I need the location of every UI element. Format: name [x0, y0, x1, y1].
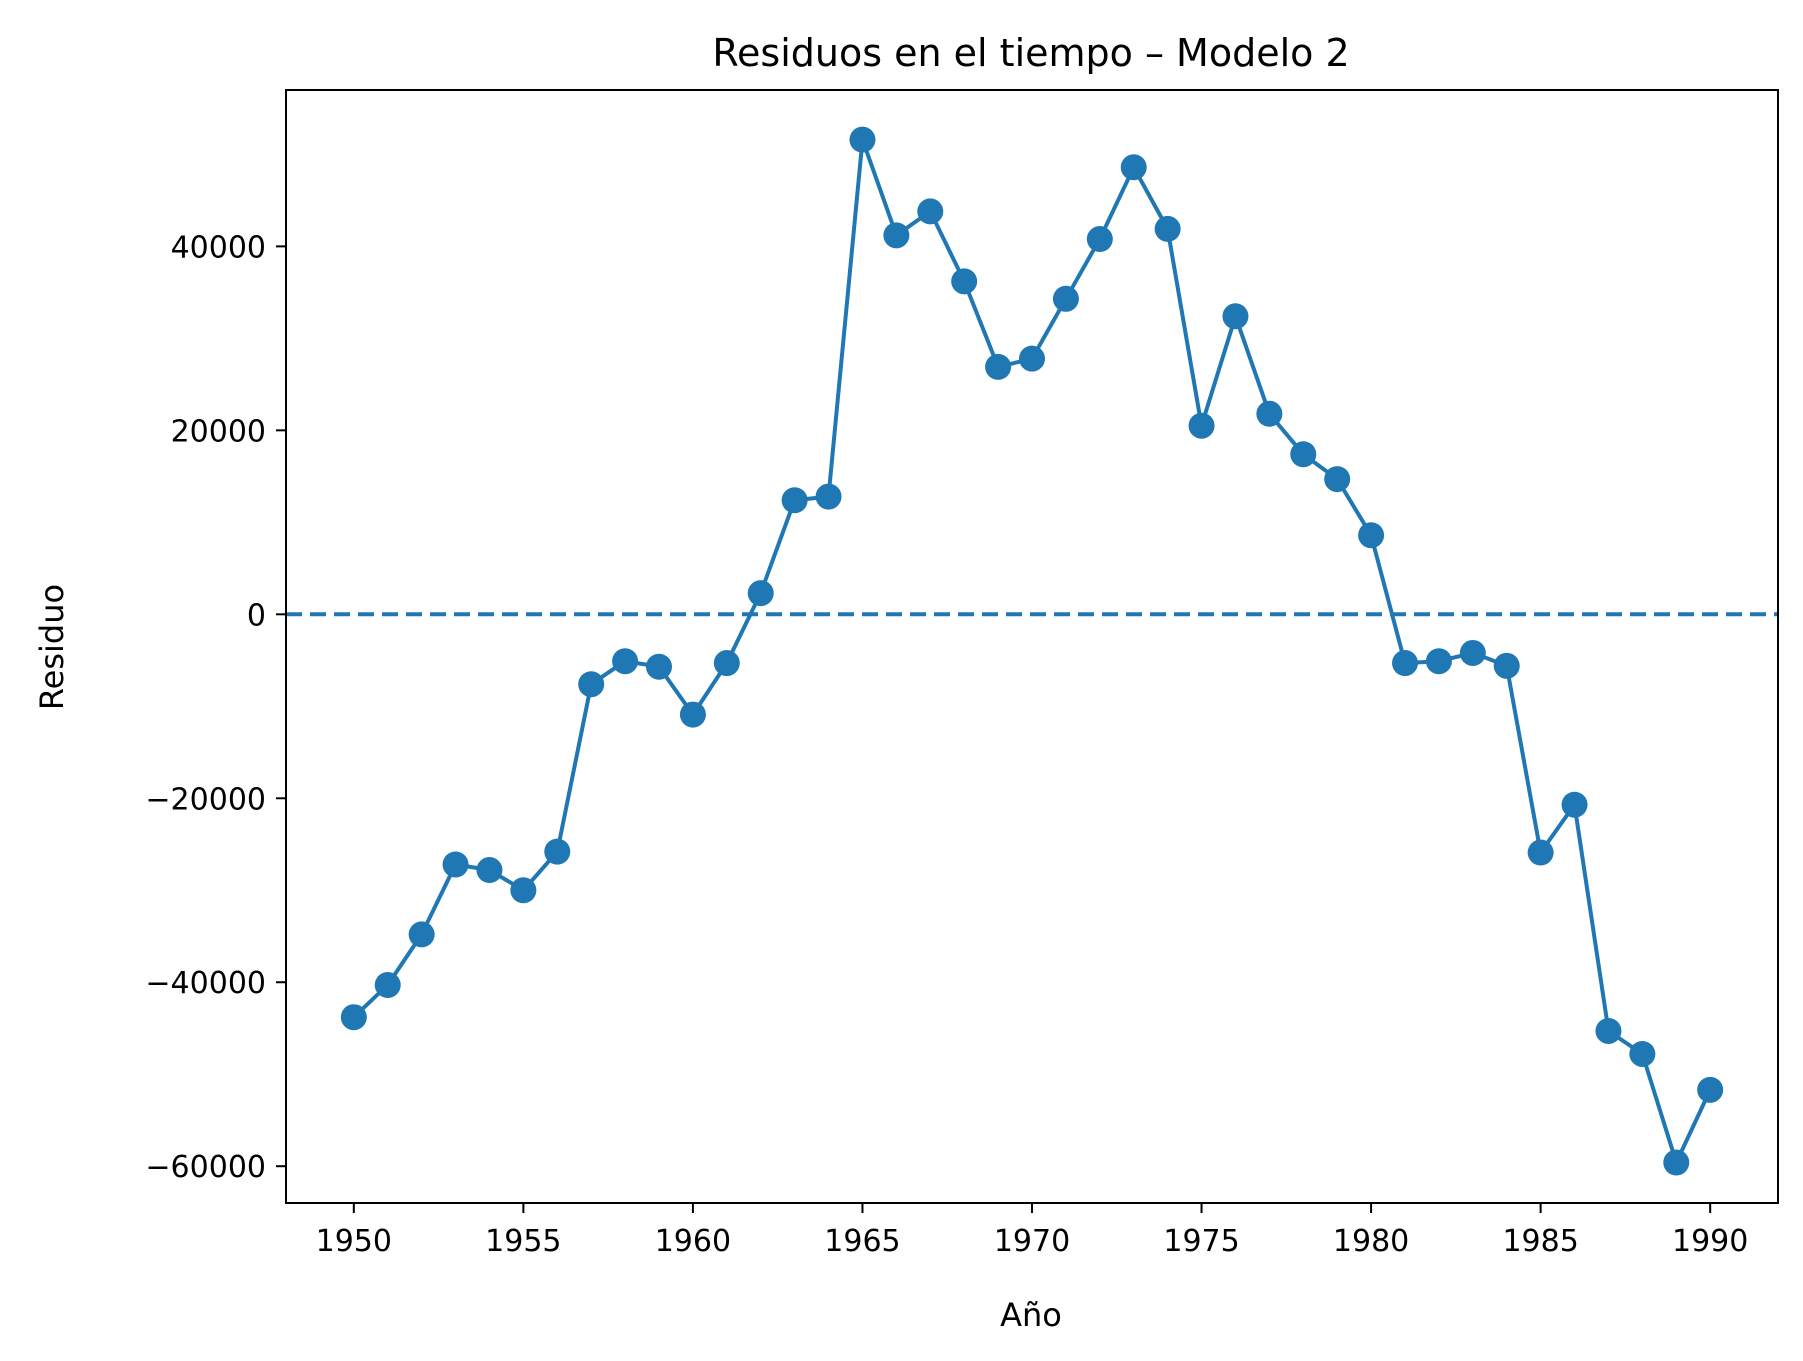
x-tick-label: 1955	[485, 1224, 561, 1259]
data-point	[747, 580, 774, 607]
data-point	[578, 671, 605, 698]
data-point	[442, 851, 469, 878]
data-point	[679, 701, 706, 728]
data-point	[646, 653, 672, 680]
data-point	[713, 650, 740, 677]
y-tick-label: 0	[247, 598, 266, 633]
y-tick-label: 20000	[171, 414, 266, 449]
data-point	[1663, 1149, 1690, 1176]
y-tick-label: −60000	[145, 1150, 266, 1185]
y-axis: −60000 −40000 −20000 0 20000 40000	[145, 230, 286, 1185]
data-point	[1154, 215, 1181, 242]
data-point	[917, 198, 944, 225]
x-tick-label: 1985	[1502, 1224, 1578, 1259]
data-point	[1392, 650, 1418, 677]
x-tick-label: 1960	[655, 1224, 731, 1259]
data-point	[849, 126, 876, 153]
data-point	[951, 268, 978, 295]
data-point	[1120, 154, 1147, 181]
data-point	[612, 648, 639, 675]
x-tick-label: 1990	[1672, 1224, 1748, 1259]
y-tick-label: 40000	[171, 230, 266, 265]
data-point	[408, 921, 435, 948]
data-point	[815, 483, 842, 510]
data-point	[1222, 303, 1249, 330]
data-point	[1358, 522, 1385, 549]
x-axis-label: Año	[1000, 1296, 1062, 1334]
data-point	[1527, 839, 1554, 866]
data-point	[374, 971, 401, 998]
data-point	[544, 838, 571, 865]
x-tick-label: 1980	[1333, 1224, 1409, 1259]
y-axis-label: Residuo	[33, 584, 71, 710]
data-point	[1052, 285, 1079, 312]
data-point	[1188, 412, 1215, 439]
data-point	[1086, 226, 1113, 253]
data-point	[1493, 652, 1520, 679]
y-tick-label: −40000	[145, 966, 266, 1001]
plot-area	[286, 126, 1778, 1176]
data-point	[1629, 1040, 1656, 1067]
x-axis: 1950 1955 1960 1965 1970 1975 1980 1985 1990	[316, 1203, 1748, 1259]
chart-title: Residuos en el tiempo – Modelo 2	[712, 31, 1349, 75]
data-point	[1595, 1017, 1622, 1044]
y-tick-label: −20000	[145, 782, 266, 817]
data-point	[340, 1004, 367, 1031]
data-point	[1561, 791, 1588, 818]
x-tick-label: 1950	[316, 1224, 392, 1259]
data-point	[476, 857, 503, 884]
x-tick-label: 1965	[824, 1224, 900, 1259]
data-point	[1290, 441, 1317, 468]
data-point	[781, 487, 808, 514]
data-point	[1019, 345, 1045, 372]
data-point	[510, 877, 537, 904]
x-tick-label: 1970	[994, 1224, 1070, 1259]
data-point	[1256, 400, 1283, 427]
x-tick-label: 1975	[1163, 1224, 1239, 1259]
data-point	[1324, 466, 1351, 493]
data-point	[883, 222, 910, 249]
data-point	[1425, 648, 1452, 675]
data-point	[1459, 639, 1486, 666]
data-point	[985, 353, 1012, 380]
data-point	[1697, 1076, 1724, 1103]
